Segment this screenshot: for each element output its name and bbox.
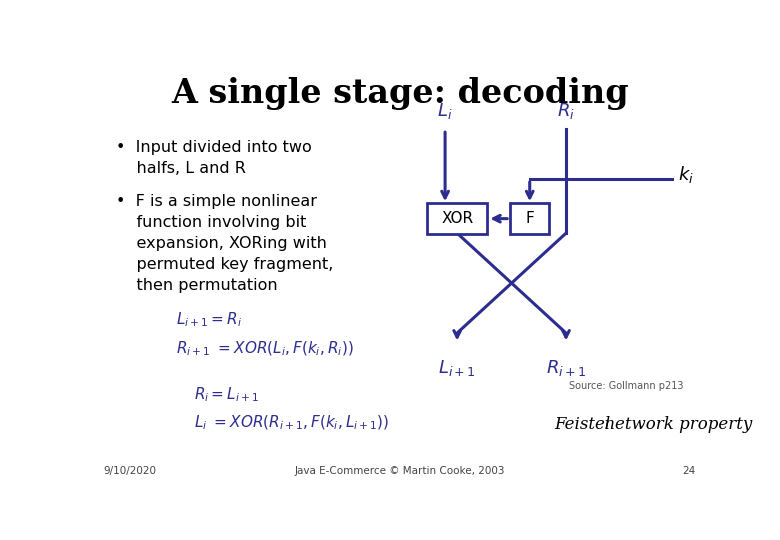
Text: $L_{i+1}$: $L_{i+1}$ xyxy=(438,358,476,378)
Text: Feistel: Feistel xyxy=(554,416,610,433)
Bar xyxy=(510,203,549,234)
Text: $R_{i+1}$: $R_{i+1}$ xyxy=(546,358,586,378)
Bar xyxy=(427,203,488,234)
Text: $L_{i+1} = R_i$: $L_{i+1} = R_i$ xyxy=(176,310,242,329)
Text: XOR: XOR xyxy=(441,211,473,226)
Text: $R_i$: $R_i$ xyxy=(557,101,575,121)
Text: $R_{i+1}\ =XOR(L_i,F(k_i,R_i))$: $R_{i+1}\ =XOR(L_i,F(k_i,R_i))$ xyxy=(176,339,353,357)
Text: $L_i$: $L_i$ xyxy=(438,101,453,121)
Text: 9/10/2020: 9/10/2020 xyxy=(104,467,157,476)
Text: F: F xyxy=(526,211,534,226)
Text: Java E-Commerce © Martin Cooke, 2003: Java E-Commerce © Martin Cooke, 2003 xyxy=(295,467,505,476)
Text: 24: 24 xyxy=(682,467,696,476)
Text: network property: network property xyxy=(599,416,753,433)
Text: •  F is a simple nonlinear
    function involving bit
    expansion, XORing with: • F is a simple nonlinear function invol… xyxy=(115,194,333,293)
Text: Source: Gollmann p213: Source: Gollmann p213 xyxy=(569,381,684,391)
Text: $L_i\ =XOR(R_{i+1},F(k_i,L_{i+1}))$: $L_i\ =XOR(R_{i+1},F(k_i,L_{i+1}))$ xyxy=(194,414,390,433)
Text: •  Input divided into two
    halfs, L and R: • Input divided into two halfs, L and R xyxy=(115,140,311,176)
Text: A single stage: decoding: A single stage: decoding xyxy=(171,77,629,110)
Text: $R_i = L_{i+1}$: $R_i = L_{i+1}$ xyxy=(194,385,259,404)
Text: $k_i$: $k_i$ xyxy=(678,165,693,185)
